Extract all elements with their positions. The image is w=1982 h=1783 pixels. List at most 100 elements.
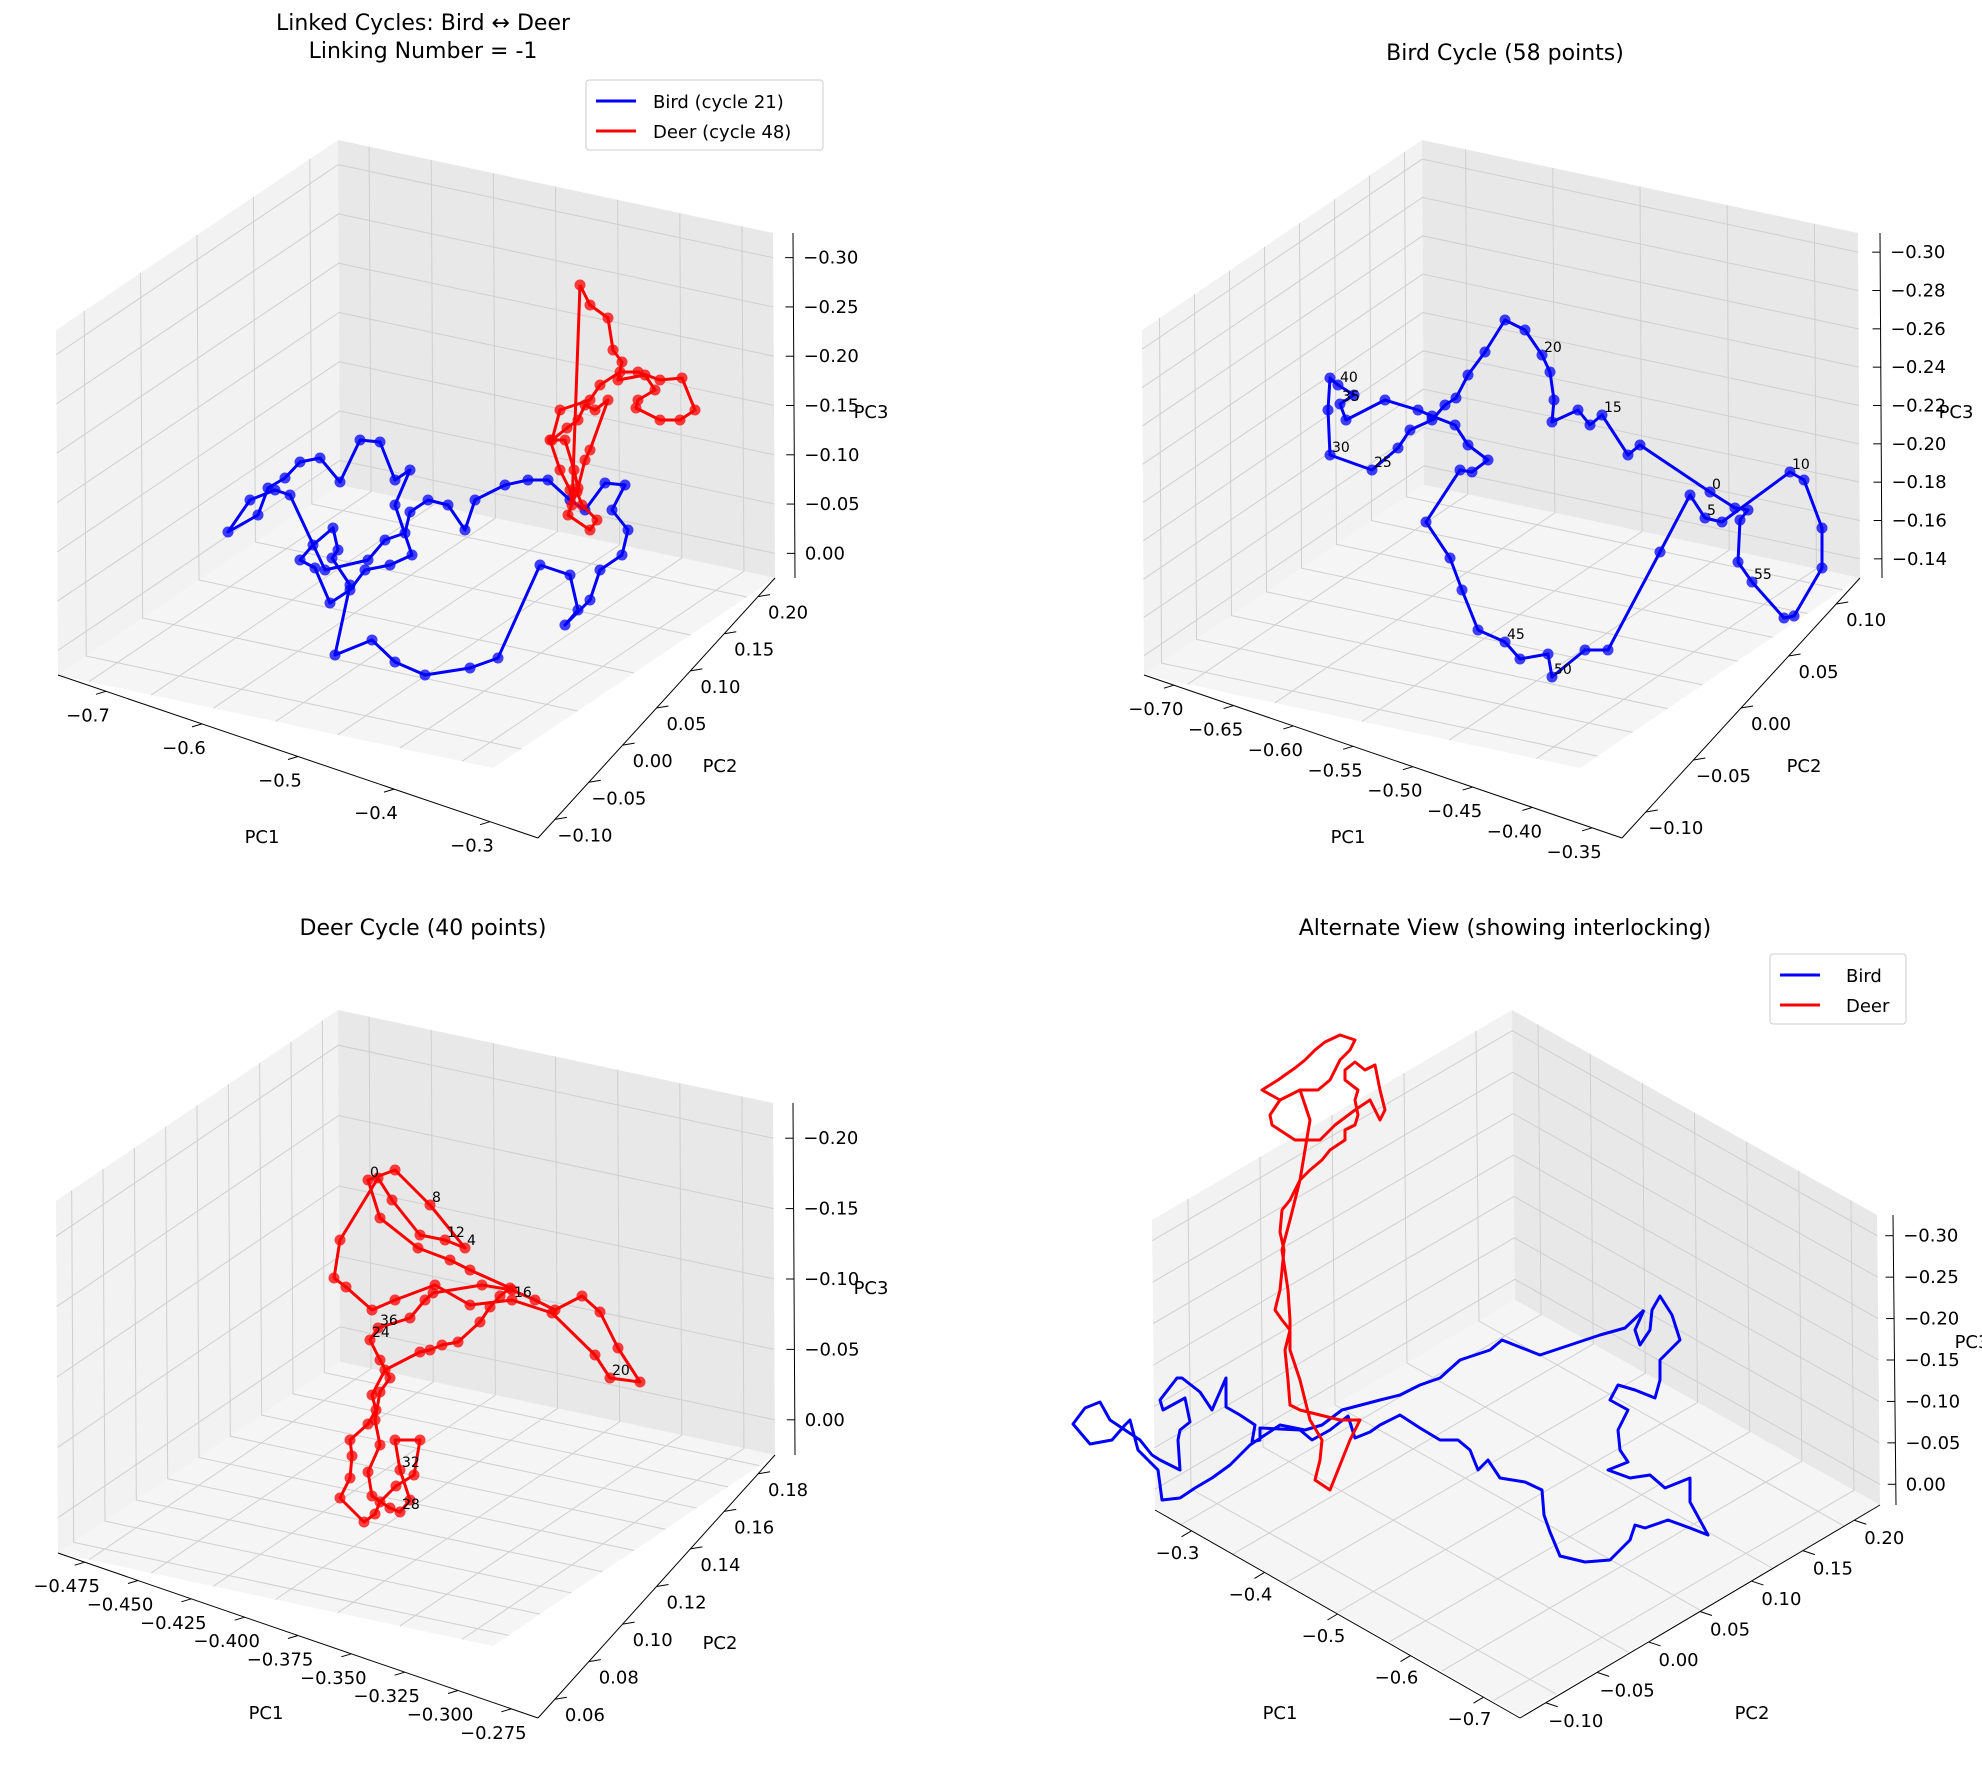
panel-2-bird-point [1366,464,1378,476]
panel-3-deer-point [427,1287,439,1299]
panel-2-bird-point [1472,624,1484,636]
panel-3-z-tick-label: 0.00 [805,1410,845,1431]
panel-1-deer-point [591,514,603,526]
panel-1-bird-point [389,656,401,668]
panel-4-y-tick [1648,1641,1661,1647]
panel-3-deer-point [594,1306,606,1318]
panel-2-x-tick-label: −0.35 [1547,842,1602,863]
panel-3-deer-point [414,1346,426,1358]
panel-3-x-tick-label: −0.475 [33,1576,100,1597]
panel-1: Linked Cycles: Bird ↔ Deer Linking Numbe… [55,11,888,857]
panel-3-deer-point-label: 32 [402,1455,420,1471]
panel-3-x-tick [394,1671,405,1676]
panel-1-bird-point [374,436,386,448]
panel-3-deer-point [389,1164,401,1176]
panel-3-x-tick-label: −0.350 [300,1668,367,1689]
panel-1-ylabel: PC2 [703,756,738,777]
panel-1-grid-y [461,226,745,762]
panel-1-x-tick [479,821,491,826]
panel-2-bird-point [1654,546,1666,558]
panel-1-bird-point [384,559,396,571]
panel-1-deer-point [584,444,596,456]
panel-4-grid-z [1153,1154,1879,1366]
panel-2-bird-point [1456,584,1468,596]
panel-1-x-tick [383,788,395,793]
panel-3-deer-point [372,1172,384,1184]
panel-1-bird-point [307,539,319,551]
panel-1-y-tick [656,705,669,709]
panel-3-deer-point [436,1339,448,1351]
panel-2-x-tick-label: −0.65 [1188,720,1243,741]
panel-3-ylabel: PC2 [703,1633,738,1654]
panel-2-bird-point [1479,346,1491,358]
panel-3-deer-point [362,1466,374,1478]
panel-3-grid-z [55,1044,774,1237]
panel-1-bird-point [379,534,391,546]
panel-1-bird-point [324,597,336,609]
panel-3-deer-point [474,1316,486,1328]
panel-2-x-tick [1522,806,1533,811]
panel-1-bird-point [332,544,344,556]
panel-3-axes: −0.475−0.450−0.425−0.400−0.375−0.350−0.3… [33,1010,860,1744]
panel-1-bird-point [309,562,321,574]
panel-2-y-tick-label: 0.10 [1846,610,1886,631]
panel-3-deer-point [358,1516,370,1528]
panel-1-bird-point [334,476,346,488]
panel-4-z-tick-label: −0.15 [1905,1350,1960,1371]
panel-1-y-tick [622,742,635,746]
panel-3-grid-y [337,1069,621,1614]
panel-1-bird-point [389,499,401,511]
panel-1-bird-point [319,564,331,576]
panel-1-deer-point [568,464,580,476]
panel-2-bird-point [1454,464,1466,476]
panel-2-bird-point [1499,314,1511,326]
panel-3-zlabel: PC3 [854,1278,889,1299]
panel-3-deer-point [504,1282,516,1294]
panel-1-bird-point [279,472,291,484]
panel-1-xlabel: PC1 [245,827,280,848]
panel-1-axes: −0.7 −0.6 −0.5 −0.4 −0.3 −0.10 −0.05 0.00 0.05 0.… [55,140,860,857]
panel-2: Bird Cycle (58 points) −0.70−0.65−0.60−0… [1128,41,1973,863]
panel-4-y-tick-label: 0.05 [1710,1620,1750,1641]
panel-4-y-tick-label: −0.10 [1548,1711,1603,1732]
panel-2-bird-point [1542,648,1554,660]
panel-3-x-tick [501,1708,512,1713]
panel-3-grid-y [461,1096,745,1640]
panel-2-bird-point-label: 10 [1792,457,1810,473]
panel-2-grid-x [1229,270,1668,710]
panel-3-grid-x [102,1169,541,1615]
panel-1-legend-frame [585,79,824,151]
panel-3-deer-point-label: 16 [514,1285,532,1301]
panel-1-bird-point [559,619,571,631]
panel-2-x-tick-label: −0.70 [1128,699,1183,720]
panel-4-grid-x [1475,1030,1845,1527]
panel-3-deer-point [340,1281,352,1293]
panel-1-bird-point [622,524,634,536]
panel-3-deer-point-label: 12 [447,1225,465,1241]
panel-3-deer-point [464,1299,476,1311]
panel-1-bird-point [326,552,338,564]
panel-1-grid-y [150,159,434,696]
panel-1-bird-point [262,482,274,494]
panel-1-y-tick-label: −0.10 [557,825,612,846]
panel-2-bird-point [1546,416,1558,428]
panel-2-bird-point [1462,439,1474,451]
panel-3-deer-point [459,1242,471,1254]
panel-1-bird-point [616,549,628,561]
panel-2-bird-point-label: 30 [1332,440,1350,456]
panel-3-deer-point-label: 36 [380,1313,398,1329]
panel-1-deer-point [607,344,619,356]
panel-1-deer-point [602,312,614,324]
panel-2-bird-point-label: 20 [1544,340,1562,356]
panel-3-x-tick-label: −0.325 [353,1686,420,1707]
panel-1-bird-point [584,594,596,606]
panel-2-bird-point [1420,516,1432,528]
panel-2-y-tick [1740,705,1754,709]
panel-3-grid-y [88,1016,372,1561]
panel-4-axes: −0.3−0.4−0.5−0.6−0.7 −0.10−0.050.000.050.… [1071,1010,1961,1732]
panel-1-y-tick-label: −0.05 [591,788,646,809]
panel-2-z-tick-label: −0.24 [1891,357,1946,378]
panel-4-z-tick-label: −0.25 [1904,1267,1959,1288]
panel-2-bird-point [1334,398,1346,410]
panel-1-bird-point [542,474,554,486]
